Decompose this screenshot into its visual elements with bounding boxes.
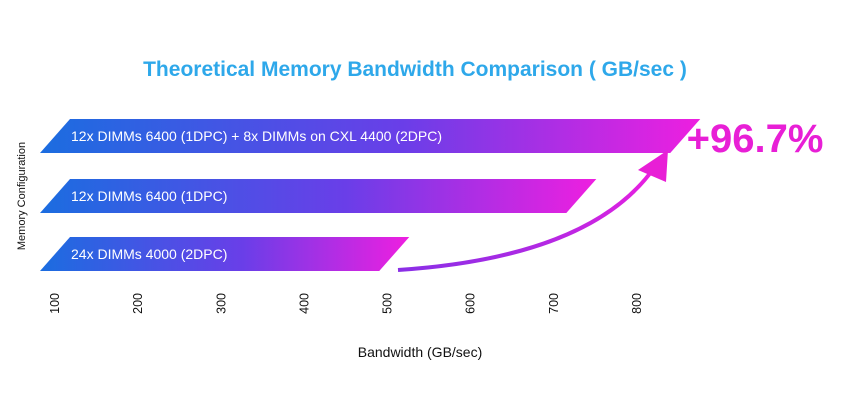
x-tick-label: 300 xyxy=(214,293,228,314)
growth-arrow xyxy=(397,166,656,272)
growth-arrowhead xyxy=(638,150,668,182)
growth-callout: +96.7% xyxy=(687,117,824,161)
bars-layer: 12x DIMMs 6400 (1DPC) + 8x DIMMs on CXL … xyxy=(40,119,701,271)
x-tick-label: 100 xyxy=(48,293,62,314)
x-ticks: 100 200 300 400 500 600 700 800 xyxy=(48,293,644,314)
bar-label-3: 24x DIMMs 4000 (2DPC) xyxy=(71,246,227,262)
bar-label-1: 12x DIMMs 6400 (1DPC) + 8x DIMMs on CXL … xyxy=(71,128,442,144)
bar-1 xyxy=(40,119,701,153)
x-tick-label: 700 xyxy=(547,293,561,314)
bar-3 xyxy=(40,237,410,271)
x-axis-label: Bandwidth (GB/sec) xyxy=(358,344,483,360)
x-tick-label: 200 xyxy=(131,293,145,314)
x-tick-label: 400 xyxy=(297,293,311,314)
y-axis-label: Memory Configuration xyxy=(16,142,28,250)
x-tick-label: 800 xyxy=(630,293,644,314)
bar-label-2: 12x DIMMs 6400 (1DPC) xyxy=(71,188,227,204)
x-tick-label: 500 xyxy=(381,293,395,314)
bar-2 xyxy=(40,179,597,213)
x-tick-label: 600 xyxy=(464,293,478,314)
chart-title: Theoretical Memory Bandwidth Comparison … xyxy=(143,58,687,81)
